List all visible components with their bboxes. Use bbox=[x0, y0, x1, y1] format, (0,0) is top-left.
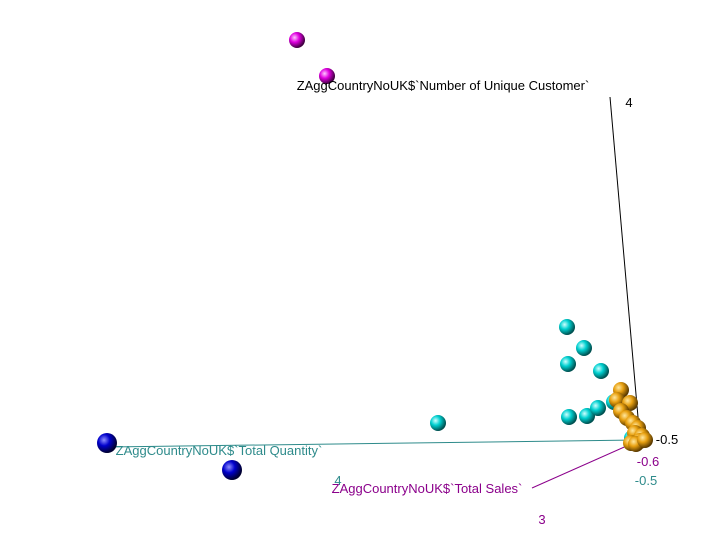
x-tick-label: 4 bbox=[334, 473, 341, 488]
data-point bbox=[289, 32, 305, 48]
data-point bbox=[97, 433, 117, 453]
y-tick-label: 3 bbox=[538, 512, 545, 527]
z-axis-line bbox=[609, 96, 641, 441]
data-point bbox=[576, 340, 592, 356]
data-point bbox=[593, 363, 609, 379]
data-point bbox=[430, 415, 446, 431]
z-axis-title: ZAggCountryNoUK$`Number of Unique Custom… bbox=[297, 78, 590, 93]
z-tick-label: -0.5 bbox=[656, 432, 678, 447]
x-tick-label: -0.5 bbox=[635, 473, 657, 488]
data-point bbox=[590, 400, 606, 416]
y-axis-title: ZAggCountryNoUK$`Total Sales` bbox=[332, 481, 523, 496]
z-tick-label: 4 bbox=[625, 95, 632, 110]
data-point bbox=[579, 408, 595, 424]
y-tick-label: -0.6 bbox=[637, 454, 659, 469]
data-point bbox=[319, 68, 335, 84]
data-point bbox=[561, 409, 577, 425]
y-axis-line bbox=[531, 439, 641, 489]
x-axis-line bbox=[106, 439, 641, 448]
data-point bbox=[560, 356, 576, 372]
data-point bbox=[222, 460, 242, 480]
points-layer bbox=[97, 32, 653, 480]
x-axis-title: ZAggCountryNoUK$`Total Quantity` bbox=[116, 443, 323, 458]
data-point bbox=[559, 319, 575, 335]
data-point bbox=[637, 432, 653, 448]
